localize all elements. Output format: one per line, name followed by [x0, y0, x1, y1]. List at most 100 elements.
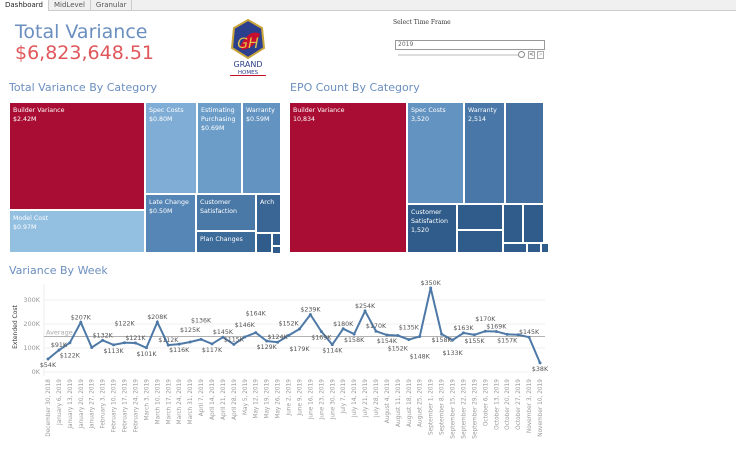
x-tick-label: June 9, 2019: [297, 379, 303, 417]
time-frame-slider[interactable]: [398, 54, 518, 56]
treemap-cell[interactable]: [527, 243, 541, 253]
tab-granular[interactable]: Granular: [91, 0, 133, 11]
data-point: [505, 332, 509, 336]
x-tick-label: February 17, 2019: [123, 379, 129, 433]
treemap-cell[interactable]: Plan Changes: [196, 231, 256, 253]
x-tick-label: January 20, 2019: [79, 379, 85, 430]
tab-dashboard[interactable]: Dashboard: [0, 0, 49, 11]
x-tick-label: March 17, 2019: [166, 379, 172, 425]
data-label: $239K: [300, 307, 321, 314]
data-label: $146K: [235, 322, 256, 329]
data-point: [363, 309, 367, 313]
time-frame-input[interactable]: 2019: [395, 40, 545, 50]
x-tick-label: November 3, 2019: [527, 379, 533, 433]
data-point: [265, 339, 269, 343]
data-point: [101, 338, 105, 342]
svg-text:GRAND: GRAND: [233, 60, 262, 69]
data-point: [287, 334, 291, 338]
treemap-cell[interactable]: Estimating Purchasing $0.69M: [197, 102, 242, 194]
tab-midlevel[interactable]: MidLevel: [49, 0, 91, 11]
data-label: $148K: [410, 353, 431, 360]
x-tick-label: June 30, 2019: [330, 379, 336, 421]
treemap-cell[interactable]: [457, 204, 503, 230]
cell-value: $0.59M: [246, 116, 270, 123]
treemap-cell[interactable]: Warranty 2,514: [464, 102, 505, 204]
x-tick-label: September 8, 2019: [440, 379, 446, 435]
data-point: [90, 346, 94, 350]
x-tick-label: August 4, 2019: [385, 379, 391, 424]
x-tick-label: June 16, 2019: [308, 379, 314, 421]
data-label: $145K: [213, 329, 234, 336]
treemap-cell[interactable]: [272, 233, 281, 246]
data-point: [243, 335, 247, 339]
data-label: $208K: [147, 314, 168, 321]
x-tick-label: April 21, 2019: [221, 379, 227, 420]
data-point: [396, 334, 400, 338]
treemap-cell[interactable]: Spec Costs $0.80M: [145, 102, 197, 194]
variance-by-week-title: Variance By Week: [9, 264, 108, 277]
x-tick-label: February 24, 2019: [133, 379, 139, 433]
x-tick-label: January 27, 2019: [90, 379, 96, 430]
data-point: [418, 334, 422, 338]
data-label: $117K: [202, 347, 223, 354]
grand-homes-logo: GH GRAND HOMES: [230, 18, 266, 76]
total-variance-value: $6,823,648.51: [15, 42, 155, 64]
x-tick-label: April 14, 2019: [210, 379, 216, 420]
treemap-cell[interactable]: [272, 246, 281, 254]
data-point: [144, 346, 148, 350]
average-label: Average: [46, 328, 73, 336]
data-point: [483, 329, 487, 333]
data-label: $145K: [519, 329, 540, 336]
treemap-cell[interactable]: [503, 204, 523, 243]
y-tick-label: 200K: [23, 320, 40, 328]
data-point: [494, 329, 498, 333]
slider-handle[interactable]: [518, 51, 525, 58]
treemap-cell[interactable]: Builder Variance 10,834: [289, 102, 407, 253]
y-tick-label: 0K: [32, 368, 41, 376]
series-line: [47, 287, 541, 364]
treemap-cell[interactable]: [541, 243, 549, 253]
epo-count-title: EPO Count By Category: [290, 81, 420, 94]
data-point: [527, 335, 531, 339]
data-label: $154K: [377, 338, 398, 345]
data-label: $157K: [497, 337, 518, 344]
treemap-cell[interactable]: Customer Satisfaction: [196, 194, 256, 231]
x-tick-label: August 11, 2019: [396, 379, 402, 427]
y-axis-title: Extended Cost: [12, 304, 19, 348]
data-label: $38K: [532, 366, 549, 373]
data-label: $164K: [246, 311, 267, 318]
data-label: $350K: [421, 280, 442, 287]
x-tick-label: October 20, 2019: [505, 379, 511, 430]
y-tick-label: 300K: [23, 296, 40, 304]
data-point: [341, 327, 345, 331]
x-tick-label: July 28, 2019: [374, 379, 380, 418]
treemap-cell[interactable]: [523, 204, 544, 243]
prev-button[interactable]: <: [528, 51, 535, 59]
data-label: $155K: [464, 338, 485, 345]
data-point: [440, 332, 444, 336]
x-tick-label: March 10, 2019: [155, 379, 161, 425]
treemap-cell[interactable]: [503, 243, 527, 253]
treemap-cell[interactable]: Late Change $0.50M: [145, 194, 196, 253]
treemap-cell[interactable]: Spec Costs 3,520: [407, 102, 464, 204]
treemap-cell[interactable]: Warranty $0.59M: [242, 102, 281, 194]
x-tick-label: July 21, 2019: [363, 379, 369, 418]
treemap-cell[interactable]: Model Cost $0.97M: [9, 210, 145, 253]
data-point: [319, 329, 323, 333]
data-label: $125K: [180, 327, 201, 334]
cell-name: Spec Costs: [149, 107, 184, 114]
x-tick-label: May 12, 2019: [254, 379, 260, 419]
cell-name: Customer Satisfaction: [411, 209, 448, 225]
next-button[interactable]: >: [537, 51, 544, 59]
treemap-cell[interactable]: [457, 230, 503, 253]
treemap-cell[interactable]: [505, 102, 544, 204]
x-tick-label: August 25, 2019: [418, 379, 424, 427]
treemap-cell[interactable]: Builder Variance $2.42M: [9, 102, 145, 210]
treemap-cell[interactable]: Arch: [256, 194, 281, 233]
treemap-cell[interactable]: [256, 233, 272, 253]
variance-by-week-chart: 0K 100K 200K 300K Extended Cost Average $54K $9…: [12, 280, 549, 439]
treemap-cell[interactable]: Customer Satisfaction 1,520: [407, 204, 457, 253]
cell-value: $0.97M: [13, 224, 37, 231]
svg-text:GH: GH: [237, 36, 259, 52]
data-point: [46, 357, 50, 361]
